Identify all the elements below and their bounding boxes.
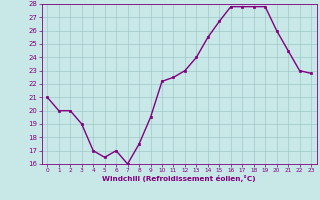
X-axis label: Windchill (Refroidissement éolien,°C): Windchill (Refroidissement éolien,°C) xyxy=(102,175,256,182)
